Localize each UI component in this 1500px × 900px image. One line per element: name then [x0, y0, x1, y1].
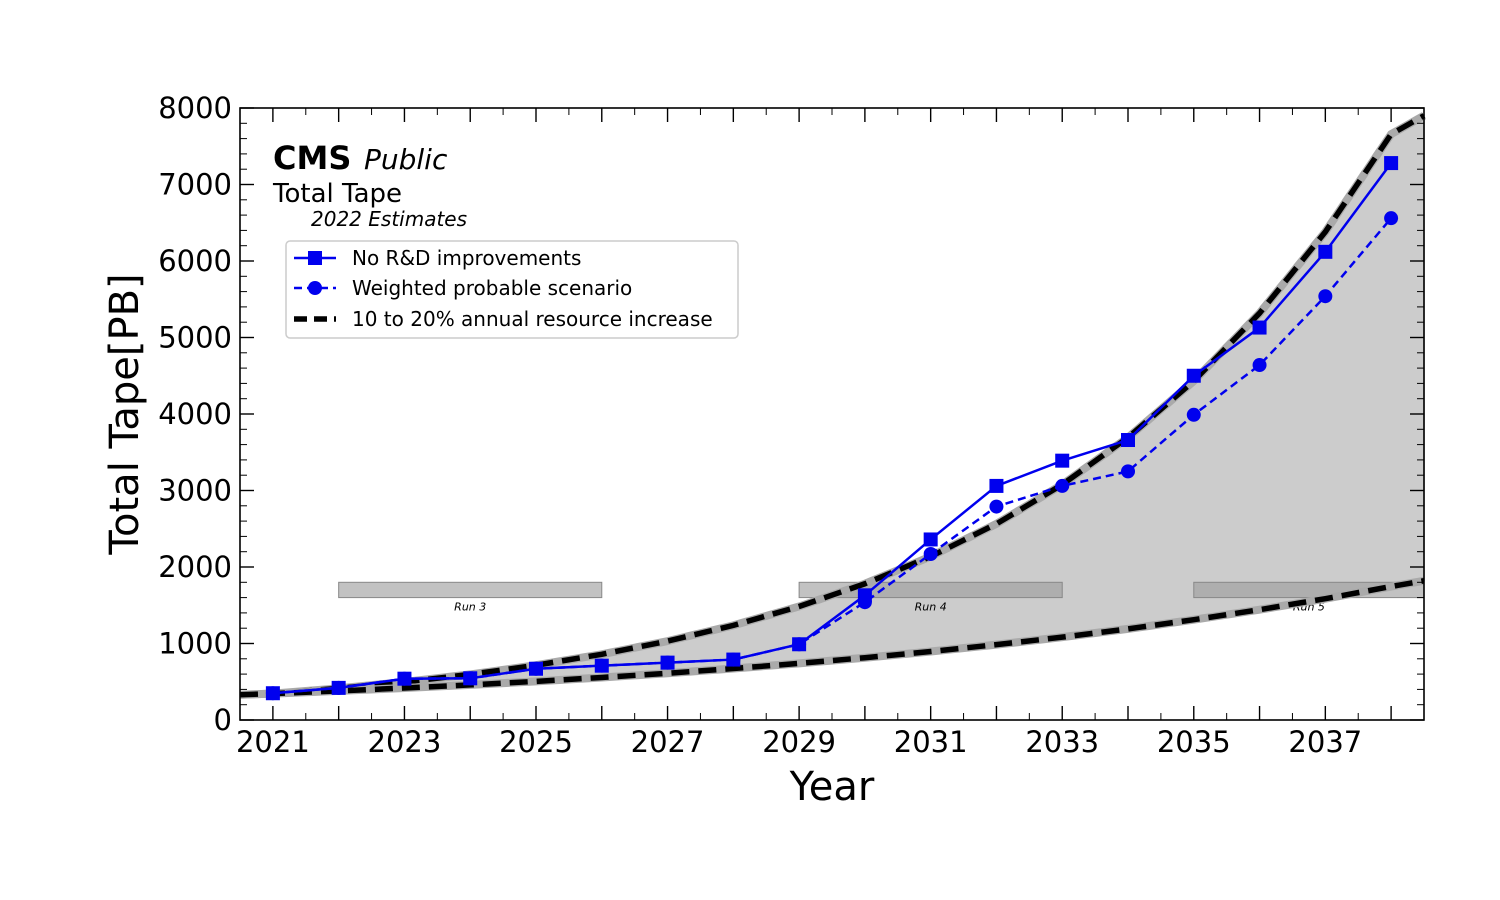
x-tick-label: 2031	[894, 725, 968, 759]
data-series	[265, 156, 1399, 701]
legend-label-no-rd: No R&D improvements	[352, 246, 581, 270]
estimates-note: 2022 Estimates	[311, 207, 467, 231]
y-tick-label: 0	[214, 703, 232, 737]
data-point-square	[265, 686, 280, 701]
y-tick-label: 6000	[158, 244, 232, 278]
experiment-label: CMS	[273, 139, 351, 177]
legend-entry-no-rd: No R&D improvements	[294, 246, 581, 270]
data-point-square	[923, 532, 938, 547]
legend-label-weighted: Weighted probable scenario	[352, 276, 632, 300]
x-tick-label: 2023	[368, 725, 442, 759]
data-point-circle	[1318, 289, 1333, 304]
legend: No R&D improvements Weighted probable sc…	[285, 240, 739, 339]
data-point-circle	[1121, 464, 1135, 479]
data-point-square	[660, 655, 675, 670]
legend-entry-resource: 10 to 20% annual resource increase	[294, 307, 713, 331]
y-axis-title: Total Tape[PB]	[102, 273, 148, 555]
data-point-square	[463, 671, 478, 686]
y-tick-label: 2000	[158, 550, 232, 584]
data-point-square	[1384, 156, 1399, 171]
y-tick-label: 8000	[158, 91, 232, 125]
data-point-square	[594, 658, 609, 673]
axes: 2021 2023 2025 2027 2029 2031 2033 2035 2037 0 100…	[158, 91, 1425, 759]
data-point-square	[1252, 320, 1267, 335]
y-tick-label: 4000	[158, 397, 232, 431]
x-tick-label: 2029	[762, 725, 836, 759]
x-tick-label: 2035	[1157, 725, 1231, 759]
data-point-circle	[1055, 478, 1070, 493]
data-point-square	[1318, 244, 1333, 259]
envelope-line-upper	[239, 113, 1426, 698]
data-point-square	[1055, 453, 1070, 468]
x-tick-label: 2033	[1025, 725, 1099, 759]
data-point-square	[1121, 433, 1135, 448]
x-tick-label: 2027	[631, 725, 705, 759]
data-point-circle	[989, 499, 1004, 514]
series-no-rd	[265, 156, 1399, 701]
legend-entry-weighted: Weighted probable scenario	[294, 276, 632, 300]
status-label: Public	[364, 143, 448, 176]
x-tick-label: 2037	[1288, 725, 1362, 759]
data-point-circle	[923, 546, 938, 561]
data-point-square	[397, 671, 412, 686]
data-point-square	[331, 680, 346, 695]
legend-label-resource: 10 to 20% annual resource increase	[352, 307, 713, 331]
envelope-line-lower	[239, 578, 1425, 698]
legend-box	[285, 240, 739, 339]
x-tick-label: 2021	[236, 725, 310, 759]
data-point-circle	[1252, 358, 1267, 373]
x-tick-label: 2025	[499, 725, 573, 759]
y-tick-label: 3000	[158, 474, 232, 508]
run-label-3: Run 3	[454, 601, 486, 614]
data-point-square	[989, 478, 1004, 493]
legend-marker-square	[308, 251, 322, 265]
data-point-square	[726, 652, 741, 667]
y-tick-label: 1000	[158, 627, 232, 661]
series-line	[272, 162, 1393, 695]
data-point-circle	[1186, 407, 1201, 422]
run-bar-3	[338, 581, 603, 599]
data-point-circle	[1384, 211, 1399, 226]
data-point-square	[857, 588, 872, 603]
resource-envelope-lines	[239, 112, 1426, 699]
data-point-square	[1186, 368, 1201, 383]
run-label-4: Run 4	[915, 601, 947, 614]
y-tick-label: 5000	[158, 321, 232, 355]
data-point-square	[529, 661, 543, 676]
x-axis-title: Year	[789, 764, 875, 810]
y-tick-label: 7000	[158, 168, 232, 202]
legend-marker-circle	[308, 281, 322, 295]
data-point-square	[792, 637, 807, 652]
subtitle-label: Total Tape	[272, 179, 402, 209]
